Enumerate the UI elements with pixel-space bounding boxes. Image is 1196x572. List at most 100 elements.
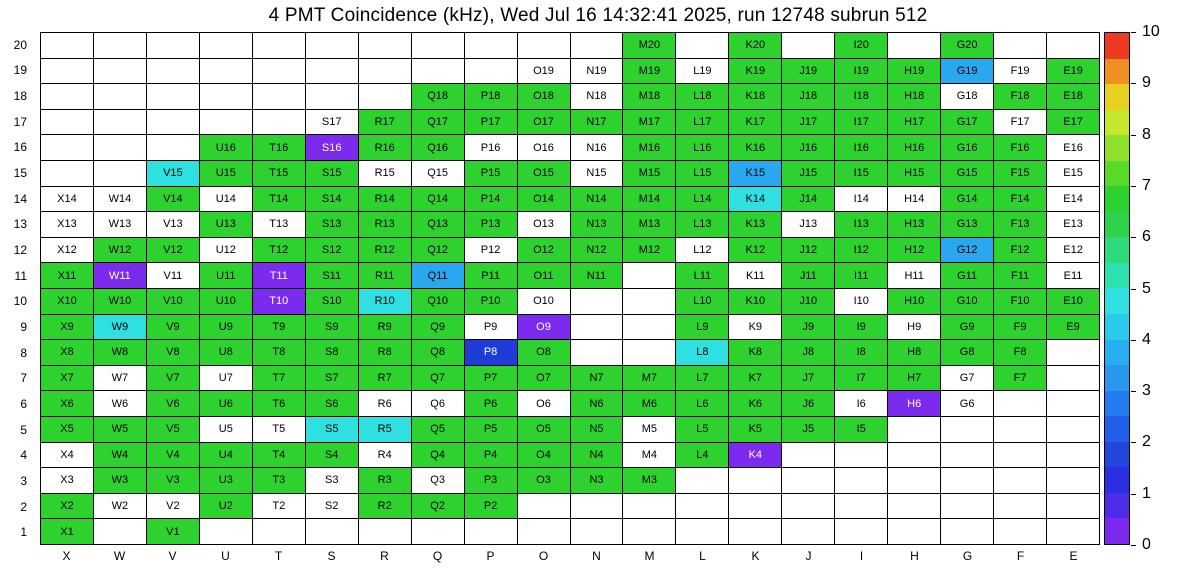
heatmap-cell: I12: [835, 237, 888, 263]
heatmap-cell: N16: [570, 135, 623, 160]
colorbar-tick-label: 2: [1131, 433, 1151, 451]
heatmap-cell: W13: [93, 212, 146, 237]
heatmap-cell: J16: [782, 135, 835, 160]
heatmap-cell: O3: [517, 468, 570, 493]
heatmap-cell: [199, 58, 252, 84]
heatmap-cell: [41, 58, 93, 84]
heatmap-cell: F12: [994, 237, 1047, 263]
heatmap-cell: N12: [570, 237, 623, 263]
heatmap-cell: W3: [93, 468, 146, 493]
x-axis-label: H: [910, 549, 919, 563]
heatmap-cell: W4: [93, 442, 146, 468]
heatmap-cell: [464, 519, 517, 544]
heatmap-cell: F11: [994, 263, 1047, 288]
heatmap-cell: W2: [93, 493, 146, 519]
x-axis-label: Q: [432, 549, 443, 563]
heatmap-cell: G15: [941, 161, 994, 186]
heatmap-cell: G13: [941, 212, 994, 237]
heatmap-cell: T4: [252, 442, 305, 468]
heatmap-cell: M6: [623, 391, 676, 416]
heatmap-cell: U6: [199, 391, 252, 416]
colorbar: [1104, 32, 1130, 545]
x-axis-label: S: [327, 549, 336, 563]
heatmap-cell: N7: [570, 365, 623, 391]
heatmap-cell: I16: [835, 135, 888, 160]
heatmap-cell: P6: [464, 391, 517, 416]
heatmap-cell: U16: [199, 135, 252, 160]
heatmap-cell: [1047, 442, 1099, 468]
heatmap-cell: [994, 519, 1047, 544]
heatmap-cell: Q3: [411, 468, 464, 493]
heatmap-cell: T2: [252, 493, 305, 519]
y-axis-label: 10: [13, 294, 27, 309]
heatmap-cell: P4: [464, 442, 517, 468]
y-axis-label: 12: [13, 243, 27, 258]
heatmap-cell: P15: [464, 161, 517, 186]
heatmap-cell: O13: [517, 212, 570, 237]
heatmap-cell: [1047, 493, 1099, 519]
heatmap-cell: L13: [676, 212, 729, 237]
heatmap-cell: [1047, 468, 1099, 493]
x-axis-label: I: [859, 549, 864, 563]
heatmap-cell: U9: [199, 314, 252, 340]
heatmap-cell: L18: [676, 84, 729, 109]
heatmap-cell: M15: [623, 161, 676, 186]
heatmap-cell: H9: [888, 314, 941, 340]
heatmap-cell: J6: [782, 391, 835, 416]
heatmap-cell: E19: [1047, 58, 1099, 84]
colorbar-block: [1105, 339, 1129, 366]
heatmap-cell: [517, 519, 570, 544]
y-axis-label: 11: [14, 268, 27, 283]
heatmap-cell: P8: [464, 340, 517, 365]
heatmap-cell: [93, 161, 146, 186]
x-axis-label: W: [113, 549, 126, 563]
heatmap-cell: [570, 340, 623, 365]
heatmap-cell: X1: [41, 519, 93, 544]
heatmap-cell: V1: [146, 519, 199, 544]
heatmap-cell: M3: [623, 468, 676, 493]
heatmap-cell: W8: [93, 340, 146, 365]
heatmap-cell: K12: [729, 237, 782, 263]
heatmap-cell: P18: [464, 84, 517, 109]
heatmap-cell: S9: [305, 314, 358, 340]
heatmap-cell: I18: [835, 84, 888, 109]
heatmap-cell: W9: [93, 314, 146, 340]
heatmap-cell: P16: [464, 135, 517, 160]
heatmap-cell: [994, 417, 1047, 442]
heatmap-cell: N3: [570, 468, 623, 493]
heatmap-cell: K17: [729, 109, 782, 135]
heatmap-cell: N13: [570, 212, 623, 237]
heatmap-cell: T14: [252, 186, 305, 212]
heatmap-cell: N11: [570, 263, 623, 288]
heatmap-cell: G10: [941, 289, 994, 314]
heatmap-cell: K9: [729, 314, 782, 340]
heatmap-cell: R4: [358, 442, 411, 468]
heatmap-cell: Q8: [411, 340, 464, 365]
heatmap-cell: G14: [941, 186, 994, 212]
heatmap-cell: [835, 442, 888, 468]
colorbar-tick-label: 9: [1131, 74, 1151, 92]
heatmap-cell: N18: [570, 84, 623, 109]
heatmap-cell: [888, 417, 941, 442]
heatmap-cell: K11: [729, 263, 782, 288]
heatmap-cell: S15: [305, 161, 358, 186]
heatmap-cell: [623, 340, 676, 365]
heatmap-cell: [93, 33, 146, 58]
heatmap-cell: F7: [994, 365, 1047, 391]
colorbar-block: [1105, 288, 1129, 315]
heatmap-cell: [41, 135, 93, 160]
heatmap-cell: [570, 289, 623, 314]
colorbar-block: [1105, 33, 1129, 59]
x-axis-label: E: [1069, 549, 1078, 563]
heatmap-cell: H12: [888, 237, 941, 263]
heatmap-cell: F13: [994, 212, 1047, 237]
heatmap-cell: L15: [676, 161, 729, 186]
heatmap-cell: [623, 519, 676, 544]
heatmap-cell: [888, 33, 941, 58]
x-axis-label: T: [274, 549, 283, 563]
heatmap-cell: W10: [93, 289, 146, 314]
heatmap-cell: [888, 468, 941, 493]
heatmap-cell: [411, 33, 464, 58]
y-axis-label: 5: [20, 422, 27, 437]
heatmap-cell: P10: [464, 289, 517, 314]
